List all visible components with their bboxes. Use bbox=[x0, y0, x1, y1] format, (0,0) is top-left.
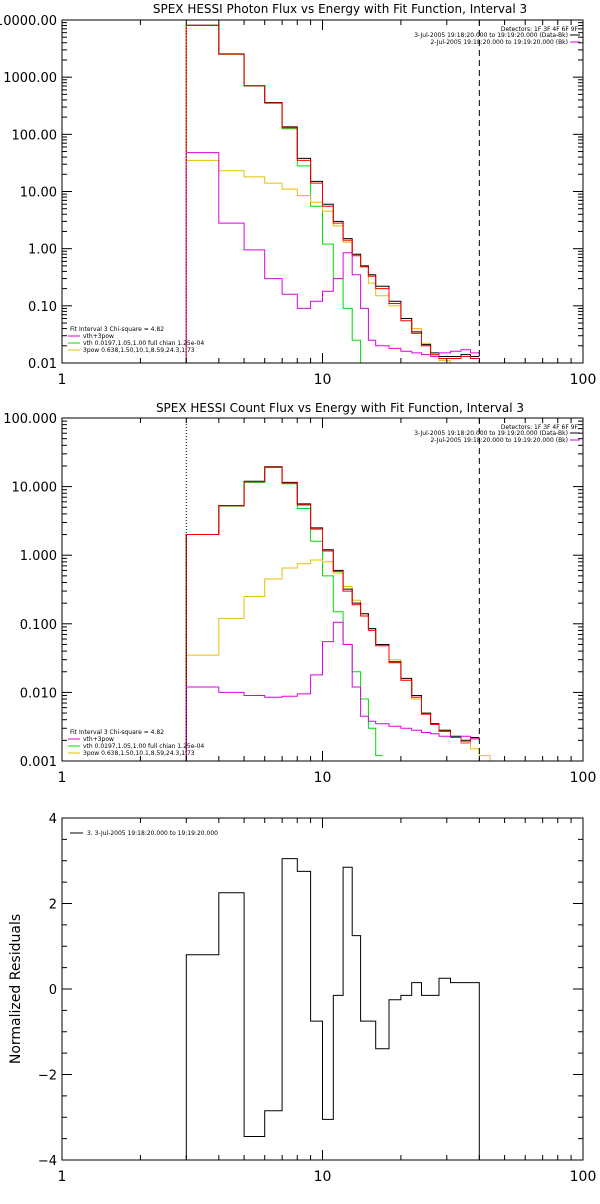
count-series-4-line bbox=[185, 621, 480, 761]
residuals-panel: 1 10 100 −4 −2 0 2 4 Normalized Residuals 3. 3-… bbox=[8, 812, 596, 1185]
residuals-legend-label: 3. 3-Jul-2005 19:18:20.000 to 19:19:20.0… bbox=[87, 830, 218, 837]
photon-xtick-label-0: 1 bbox=[58, 372, 67, 388]
residuals-ytick-label-0: −4 bbox=[38, 1154, 57, 1169]
residuals-axis-ticks: 1 10 100 −4 −2 0 2 4 bbox=[38, 812, 597, 1185]
photon-series-group bbox=[185, 24, 491, 364]
photon-ytick-label-2: 1.00 bbox=[28, 243, 57, 258]
residuals-ytick-label-4: 4 bbox=[49, 812, 57, 827]
count-legend: Fit Interval 3 Chi-square = 4.82 vth+3po… bbox=[68, 729, 204, 757]
count-xtick-label-1: 10 bbox=[314, 770, 332, 786]
photon-series-0-line bbox=[185, 25, 376, 364]
photon-flux-panel: SPEX HESSI Photon Flux vs Energy with Fi… bbox=[0, 2, 596, 388]
count-legend-label-1: vth 0.0197,1.05,1.00 full chian 1.25e-04 bbox=[83, 743, 204, 750]
count-series-1-line bbox=[185, 559, 526, 762]
photon-xtick-label-2: 100 bbox=[570, 372, 597, 388]
photon-info-text: Detectors: 1F 3F 4F 6F 9F 3-Jul-2005 19:… bbox=[414, 26, 580, 46]
photon-legend: Fit Interval 3 Chi-square = 4.82 vth+3po… bbox=[68, 326, 204, 354]
count-ytick-label-3: 1.000 bbox=[20, 549, 57, 564]
residuals-ytick-label-3: 2 bbox=[49, 898, 57, 913]
residuals-xtick-label-0: 1 bbox=[58, 1169, 67, 1185]
photon-axis-ticks: 1 10 100 0.01 0.10 1.00 10.00 100.00 1000.00 1000… bbox=[0, 14, 596, 388]
photon-series-4-line bbox=[185, 152, 480, 363]
count-series-2-line bbox=[185, 466, 480, 761]
count-bk-interval-text: 2-Jul-2005 19:18:20.000 to 19:19:20.000 … bbox=[430, 437, 568, 444]
count-xtick-label-2: 100 bbox=[570, 770, 597, 786]
count-legend-label-2: 3pow 0.638,1.50,10.1,8.59,24.3,1.73 bbox=[83, 750, 195, 757]
photon-series-3-line bbox=[185, 24, 480, 363]
residuals-ytick-label-1: −2 bbox=[38, 1069, 57, 1084]
photon-legend-label-1: vth 0.0197,1.05,1.00 full chian 1.25e-04 bbox=[83, 340, 204, 347]
count-detectors-text: Detectors: 1F 3F 4F 6F 9F bbox=[501, 424, 579, 431]
photon-fit-label: Fit Interval 3 Chi-square = 4.82 bbox=[70, 326, 164, 333]
count-axis-ticks: 1 10 100 0.001 0.010 0.100 1.000 10.000 100.000 bbox=[3, 412, 596, 786]
count-series-0-line bbox=[185, 467, 383, 761]
residuals-legend: 3. 3-Jul-2005 19:18:20.000 to 19:19:20.0… bbox=[70, 830, 218, 837]
count-series-3-line bbox=[185, 466, 480, 761]
residuals-ytick-label-2: 0 bbox=[49, 983, 57, 998]
count-ytick-label-4: 10.000 bbox=[12, 481, 58, 496]
count-ytick-label-0: 0.001 bbox=[20, 755, 57, 770]
photon-legend-label-2: 3pow 0.638,1.50,10.1,8.59,24.3,1.73 bbox=[83, 347, 195, 354]
photon-reference-lines bbox=[185, 20, 480, 363]
photon-ytick-label-4: 100.00 bbox=[12, 128, 58, 143]
residuals-xtick-label-2: 100 bbox=[570, 1169, 597, 1185]
photon-ytick-label-5: 1000.00 bbox=[3, 71, 57, 86]
count-fit-label: Fit Interval 3 Chi-square = 4.82 bbox=[70, 729, 164, 736]
count-ytick-label-2: 0.100 bbox=[20, 618, 57, 633]
residuals-series-group bbox=[185, 858, 480, 1160]
photon-chart-title: SPEX HESSI Photon Flux vs Energy with Fi… bbox=[153, 2, 527, 16]
photon-ytick-label-1: 0.10 bbox=[28, 300, 57, 315]
photon-ytick-label-3: 10.00 bbox=[20, 186, 57, 201]
residuals-y-axis-label: Normalized Residuals bbox=[8, 914, 24, 1064]
photon-bk-interval-text: 2-Jul-2005 19:18:20.000 to 19:19:20.000 … bbox=[430, 39, 568, 46]
photon-ytick-label-0: 0.01 bbox=[28, 357, 57, 372]
count-ytick-label-5: 100.000 bbox=[3, 412, 57, 427]
photon-series-2-line bbox=[185, 24, 480, 363]
photon-data-interval-text: 3-Jul-2005 19:18:20.000 to 19:19:20.000 … bbox=[414, 32, 568, 39]
count-legend-label-0: vth+3pow bbox=[83, 736, 114, 743]
count-plot-frame bbox=[61, 417, 584, 762]
count-ytick-label-1: 0.010 bbox=[20, 686, 57, 701]
photon-xtick-label-1: 10 bbox=[314, 372, 332, 388]
count-info-text: Detectors: 1F 3F 4F 6F 9F 3-Jul-2005 19:… bbox=[414, 424, 580, 444]
count-chart-title: SPEX HESSI Count Flux vs Energy with Fit… bbox=[156, 401, 524, 415]
photon-series-1-line bbox=[185, 159, 491, 364]
photon-ytick-label-6: 10000.00 bbox=[0, 14, 57, 29]
count-reference-lines bbox=[185, 418, 480, 761]
count-data-interval-text: 3-Jul-2005 19:18:20.000 to 19:19:20.000 … bbox=[414, 430, 568, 437]
count-series-group bbox=[185, 466, 526, 762]
count-xtick-label-0: 1 bbox=[58, 770, 67, 786]
residuals-series-0-line bbox=[185, 858, 480, 1160]
residuals-xtick-label-1: 10 bbox=[314, 1169, 332, 1185]
count-flux-panel: SPEX HESSI Count Flux vs Energy with Fit… bbox=[3, 401, 596, 786]
photon-detectors-text: Detectors: 1F 3F 4F 6F 9F bbox=[501, 26, 579, 33]
photon-legend-label-0: vth+3pow bbox=[83, 333, 114, 340]
